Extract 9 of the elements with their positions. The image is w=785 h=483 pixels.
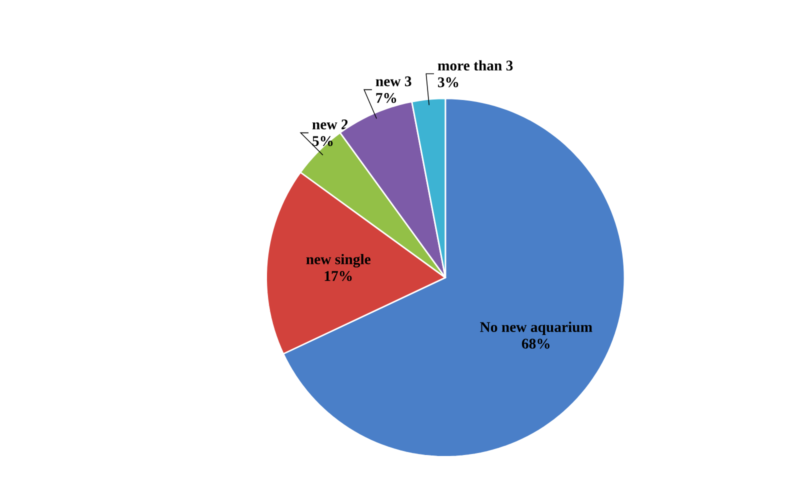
- data-label: 5%: [312, 136, 333, 146]
- data-label: 7%: [376, 92, 396, 103]
- data-label: 3%: [438, 77, 458, 88]
- slice-label: No new aquarium: [480, 322, 592, 335]
- slice-label: more than 3: [438, 60, 513, 70]
- data-label: 68%: [522, 338, 550, 349]
- slice-label: new single: [306, 254, 370, 268]
- data-label: 17%: [324, 270, 352, 281]
- slice-label: new 3: [376, 76, 412, 86]
